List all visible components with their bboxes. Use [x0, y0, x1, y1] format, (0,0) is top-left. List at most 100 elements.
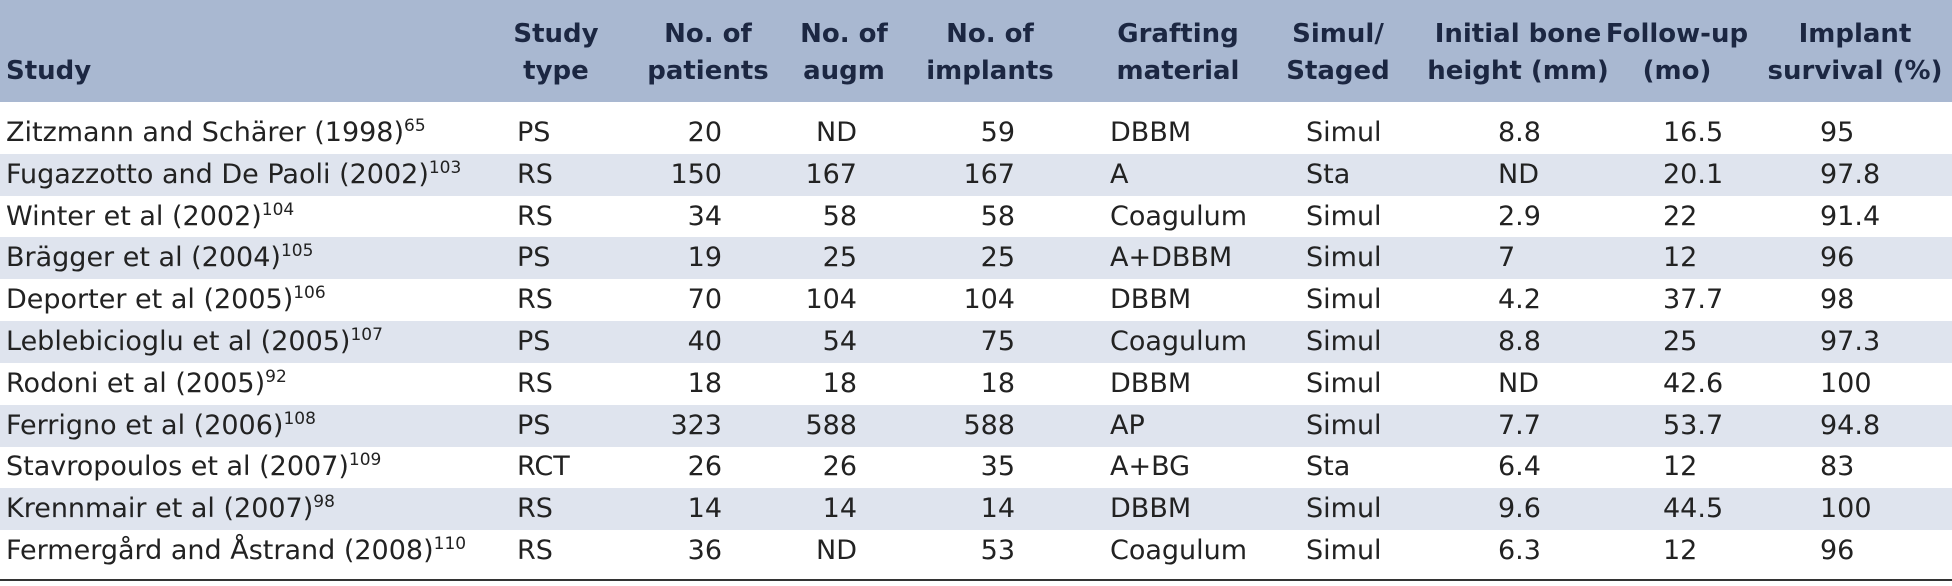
study-cell: Zitzmann and Schärer (1998)65	[6, 112, 426, 154]
cell: 588	[963, 409, 1015, 441]
column-header: No. of implants	[926, 16, 1054, 90]
study-name: Stavropoulos et al (2007)	[6, 451, 349, 483]
study-name: Rodoni et al (2005)	[6, 367, 266, 399]
cell: PS	[517, 326, 551, 357]
cell: 8.8	[1498, 117, 1541, 148]
header-line: height (mm)	[1427, 56, 1609, 86]
cell: 7	[1498, 242, 1516, 274]
reference: 110	[433, 534, 467, 554]
table-row: Ferrigno et al (2006)108 PS 323 588 588 AP Sim…	[0, 404, 1952, 447]
cell: 98	[1820, 284, 1855, 316]
cell: 53	[980, 535, 1015, 566]
reference: 105	[280, 241, 314, 262]
cell: 14	[687, 493, 722, 525]
cell: Coagulum	[1110, 200, 1248, 232]
cell: Simul	[1306, 326, 1382, 357]
table-row: Winter et al (2002)104 RS 34 58 58 Coagulum Si…	[0, 196, 1952, 238]
reference: 109	[348, 450, 382, 471]
cell: A+DBBM	[1110, 242, 1233, 274]
reference: 106	[293, 283, 326, 304]
cell: Simul	[1306, 367, 1382, 399]
cell: 19	[687, 242, 722, 274]
cell: Simul	[1306, 284, 1382, 316]
header-line: Implant	[1798, 19, 1912, 49]
column-header: No. of augm	[800, 16, 888, 90]
cell: A	[1110, 158, 1129, 190]
cell: 59	[980, 117, 1015, 148]
cell: 83	[1820, 451, 1855, 483]
study-name: Krennmair et al (2007)	[6, 493, 314, 525]
column-header: Implant survival (%)	[1768, 16, 1943, 90]
cell: 9.6	[1498, 493, 1541, 525]
column-header: Initial bone height (mm)	[1427, 16, 1609, 90]
column-header: Follow-up (mo)	[1606, 16, 1748, 90]
study-name: Brägger et al (2004)	[6, 242, 281, 274]
study-cell: Deporter et al (2005)106	[6, 279, 326, 321]
cell: DBBM	[1110, 493, 1192, 525]
cell: Simul	[1306, 117, 1382, 148]
cell: RS	[517, 284, 553, 316]
study-cell: Leblebicioglu et al (2005)107	[6, 321, 383, 363]
study-name: Ferrigno et al (2006)	[6, 409, 284, 441]
study-cell: Rodoni et al (2005)92	[6, 363, 287, 405]
cell: 100	[1820, 493, 1872, 525]
cell: 8.8	[1498, 326, 1541, 357]
column-header: Simul/Staged	[1286, 16, 1390, 90]
cell: 20.1	[1663, 158, 1724, 190]
header-line: No. of	[800, 19, 888, 49]
header-line: (mo)	[1642, 56, 1712, 86]
cell: 167	[805, 158, 857, 190]
cell: 104	[963, 284, 1015, 316]
cell: 91.4	[1820, 200, 1881, 232]
header-line: Follow-up	[1605, 19, 1749, 49]
cell: ND	[1498, 158, 1539, 190]
study-cell: Fugazzotto and De Paoli (2002)103	[6, 154, 461, 196]
cell: 6.3	[1498, 535, 1541, 566]
cell: 22	[1663, 200, 1698, 232]
header-row: Study Study type No. of patients No. of augm No…	[0, 0, 1952, 102]
cell: RS	[517, 535, 553, 566]
study-cell: Krennmair et al (2007)98	[6, 488, 335, 530]
cell: 37.7	[1663, 284, 1724, 316]
table-row: Fugazzotto and De Paoli (2002)103 RS 150 16…	[0, 153, 1952, 196]
cell: 35	[980, 451, 1015, 483]
cell: 12	[1663, 451, 1698, 483]
cell: RS	[517, 200, 553, 232]
study-name: Fermergård and Åstrand (2008)	[6, 535, 434, 566]
column-header: Study	[6, 53, 91, 90]
cell: 25	[822, 242, 857, 274]
cell: 58	[980, 200, 1015, 232]
column-header: No. of patients	[647, 16, 769, 90]
cell: 104	[805, 284, 857, 316]
column-header: Study type	[513, 16, 598, 90]
cell: 18	[687, 367, 722, 399]
cell: 97.3	[1820, 326, 1881, 357]
cell: 96	[1820, 535, 1855, 566]
cell: 12	[1663, 242, 1698, 274]
cell: Simul	[1306, 409, 1382, 441]
cell: PS	[517, 409, 551, 441]
cell: 18	[822, 367, 857, 399]
header-line: No. of	[664, 19, 752, 49]
cell: PS	[517, 117, 551, 148]
cell: 100	[1820, 367, 1872, 399]
reference: 103	[428, 157, 462, 178]
study-cell: Stavropoulos et al (2007)109	[6, 446, 381, 488]
cell: RS	[517, 158, 553, 190]
cell: Sta	[1306, 451, 1351, 483]
cell: 95	[1820, 117, 1855, 148]
cell: ND	[1498, 367, 1539, 399]
study-name: Winter et al (2002)	[6, 200, 262, 232]
cell: 25	[980, 242, 1015, 274]
cell: RS	[517, 367, 553, 399]
cell: Simul	[1306, 242, 1382, 274]
cell: 96	[1820, 242, 1855, 274]
header-line: material	[1116, 56, 1240, 86]
cell: 167	[963, 158, 1015, 190]
study-name: Zitzmann and Schärer (1998)	[6, 117, 405, 148]
cell: 58	[822, 200, 857, 232]
header-line: Grafting	[1117, 19, 1239, 49]
cell: Coagulum	[1110, 535, 1248, 566]
cell: 75	[980, 326, 1015, 357]
cell: 70	[687, 284, 722, 316]
